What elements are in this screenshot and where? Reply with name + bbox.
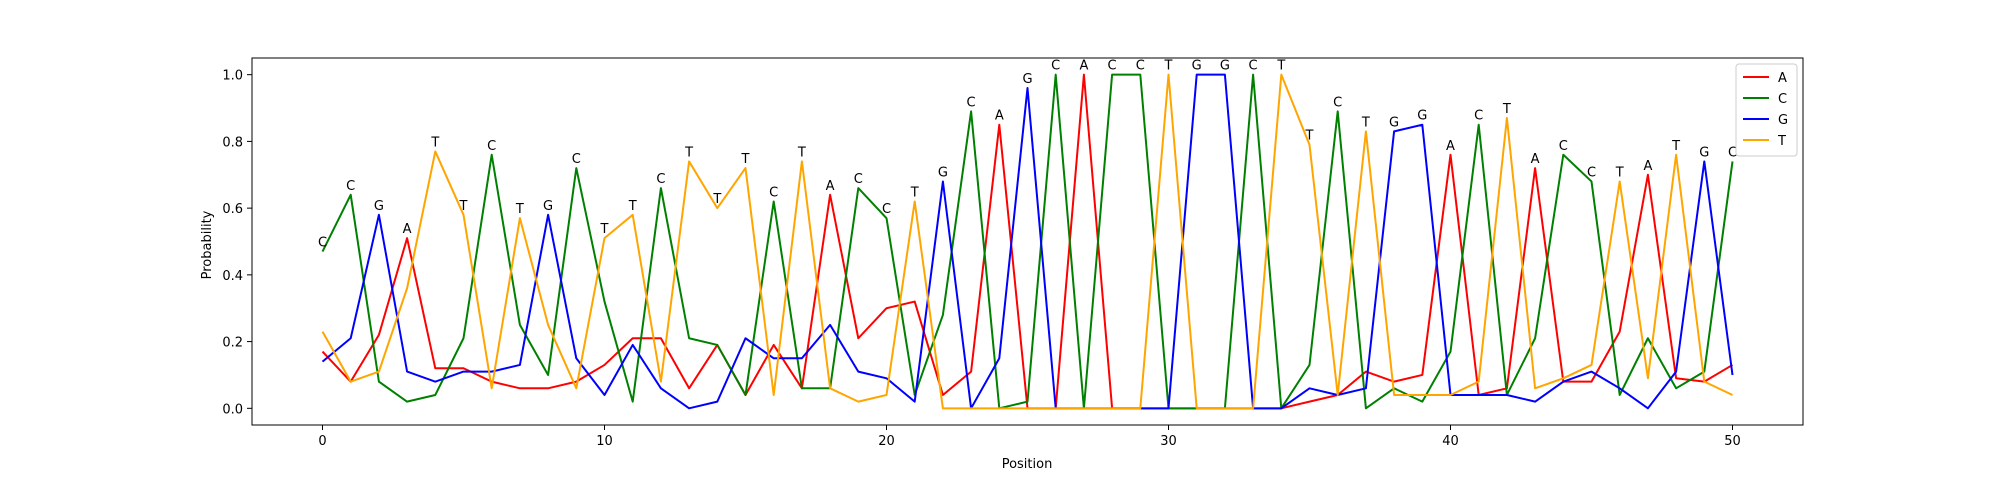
legend-label-g: G <box>1778 113 1788 128</box>
base-annotation: C <box>1559 139 1568 154</box>
y-tick-label: 0.4 <box>222 269 243 284</box>
base-annotation: A <box>1531 152 1540 167</box>
axes: 0 10 20 30 40 50 0.0 0.2 0.4 0.6 0.8 1.0 <box>222 57 1804 449</box>
base-annotation: G <box>374 199 384 214</box>
y-tick-label: 0.6 <box>222 202 243 217</box>
base-annotation: C <box>1333 95 1342 110</box>
base-annotation: G <box>1022 72 1032 87</box>
base-annotation: G <box>1220 59 1230 74</box>
base-annotation: A <box>1446 139 1455 154</box>
legend-label-c: C <box>1778 92 1787 107</box>
base-annotation: A <box>1079 59 1088 74</box>
base-annotation: T <box>1671 139 1680 154</box>
x-tick-label: 10 <box>596 434 613 449</box>
series-line-t <box>321 73 1733 410</box>
base-annotation: G <box>1192 59 1202 74</box>
base-annotation: C <box>656 172 665 187</box>
base-annotation: T <box>459 199 468 214</box>
base-annotation: T <box>1276 59 1285 74</box>
base-annotation: T <box>430 135 439 150</box>
base-annotation: C <box>1136 59 1145 74</box>
base-annotation: A <box>995 109 1004 124</box>
base-annotation: C <box>967 95 976 110</box>
y-tick-label: 0.8 <box>222 135 243 150</box>
base-annotation: T <box>600 222 609 237</box>
x-tick-label: 30 <box>1160 434 1177 449</box>
base-annotation: T <box>684 145 693 160</box>
x-tick-label: 50 <box>1724 434 1741 449</box>
base-annotation: C <box>1051 59 1060 74</box>
base-annotation: C <box>1587 165 1596 180</box>
base-annotation: T <box>628 199 637 214</box>
plot-area: C C G A T T C T G C T T C T T T C T A C C T G C A G C A C C T G G C T T C T G G… <box>318 59 1737 410</box>
legend-box <box>1735 63 1798 157</box>
y-tick-label: 0.2 <box>222 336 243 351</box>
base-annotation: T <box>712 192 721 207</box>
legend-label-t: T <box>1777 134 1786 149</box>
base-annotation: A <box>403 222 412 237</box>
y-axis-label: Probability <box>200 210 215 279</box>
base-annotation: T <box>1164 59 1173 74</box>
base-annotation: C <box>318 236 327 251</box>
base-annotation: C <box>769 185 778 200</box>
base-annotation: T <box>515 202 524 217</box>
base-annotation: G <box>543 199 553 214</box>
base-annotation: T <box>797 145 806 160</box>
x-tick-label: 20 <box>878 434 895 449</box>
series-line-c <box>321 73 1734 410</box>
y-tick-label: 0.0 <box>222 402 243 417</box>
legend-label-a: A <box>1778 71 1787 86</box>
x-tick-label: 40 <box>1442 434 1459 449</box>
series-line-g <box>321 73 1734 410</box>
base-annotation: C <box>346 179 355 194</box>
base-annotation: T <box>1361 115 1370 130</box>
x-tick-label: 0 <box>318 434 326 449</box>
base-annotation: G <box>1389 115 1399 130</box>
base-annotation: C <box>854 172 863 187</box>
axes-frame <box>251 57 1804 426</box>
base-annotation: C <box>487 139 496 154</box>
base-annotation: A <box>826 179 835 194</box>
base-annotation: C <box>1728 145 1737 160</box>
base-annotation: T <box>1615 165 1624 180</box>
y-tick-label: 1.0 <box>222 69 243 84</box>
base-annotation: T <box>1502 102 1511 117</box>
x-axis-label: Position <box>1002 457 1053 472</box>
base-annotation: C <box>1249 59 1258 74</box>
base-annotation: C <box>1474 109 1483 124</box>
base-annotation: T <box>741 152 750 167</box>
base-annotation: C <box>1108 59 1117 74</box>
base-annotation: G <box>1699 145 1709 160</box>
base-annotation: G <box>1417 109 1427 124</box>
base-annotation: C <box>572 152 581 167</box>
base-annotation: A <box>1643 159 1652 174</box>
base-annotation: T <box>910 185 919 200</box>
base-annotation: T <box>1305 129 1314 144</box>
base-annotation: G <box>938 165 948 180</box>
base-annotation: C <box>882 202 891 217</box>
